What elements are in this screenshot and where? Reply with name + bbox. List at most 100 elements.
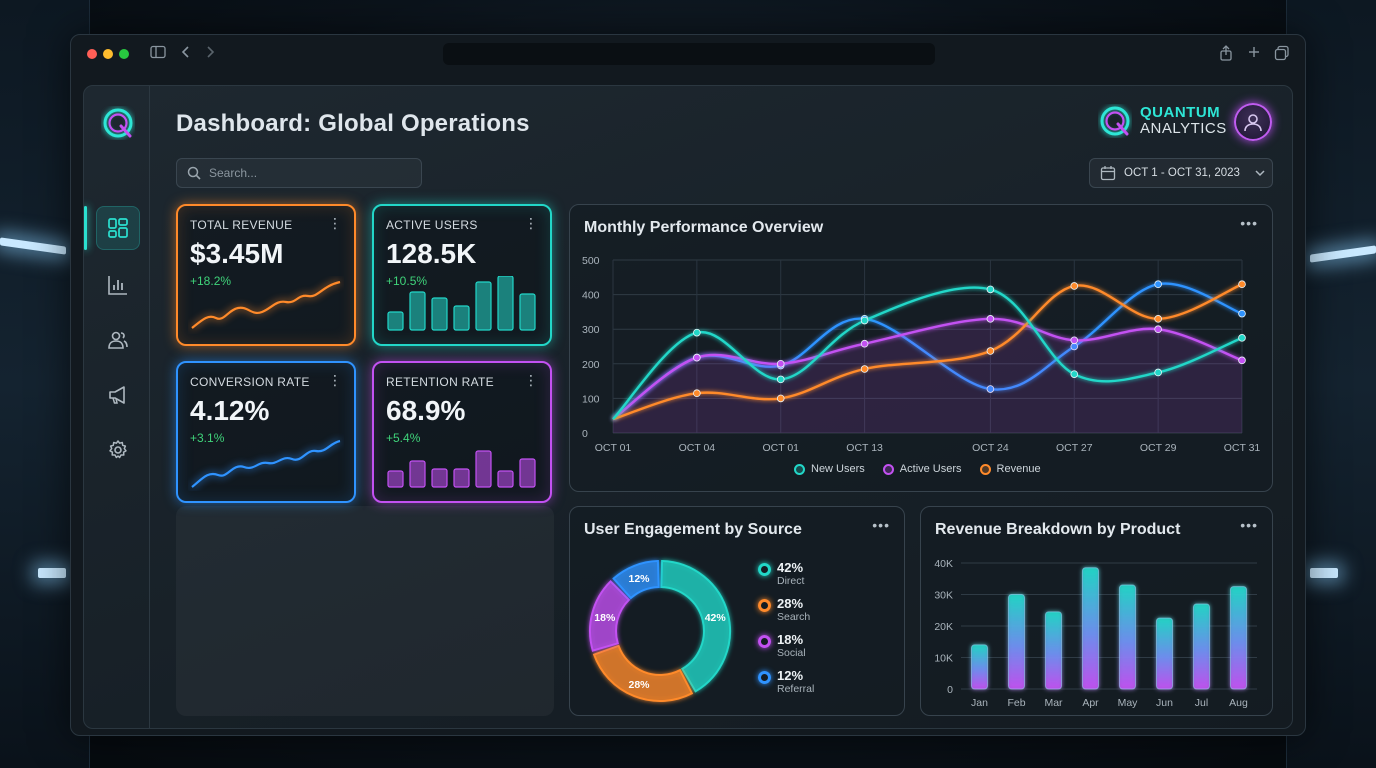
sidebar-icon[interactable] bbox=[149, 45, 167, 63]
donut-legend-item[interactable]: 12% Referral bbox=[758, 669, 814, 695]
kpi-card-retention-rate[interactable]: RETENTION RATE 68.9% +5.4% ⋮ bbox=[372, 361, 552, 503]
donut-legend-item[interactable]: 18% Social bbox=[758, 633, 814, 659]
user-avatar[interactable] bbox=[1234, 103, 1272, 141]
legend-label: Search bbox=[777, 611, 811, 623]
close-window-button[interactable] bbox=[87, 49, 97, 59]
card-title: Monthly Performance Overview bbox=[584, 219, 824, 236]
kpi-card-active-users[interactable]: ACTIVE USERS 128.5K +10.5% ⋮ bbox=[372, 204, 552, 346]
x-tick-label: Jul bbox=[1195, 697, 1208, 709]
data-point bbox=[1238, 334, 1246, 342]
bar bbox=[1008, 594, 1025, 690]
forward-icon[interactable] bbox=[201, 45, 219, 63]
date-range-picker[interactable]: OCT 1 - OCT 31, 2023 bbox=[1089, 158, 1273, 188]
data-point bbox=[986, 347, 995, 355]
sidebar-item-campaigns[interactable] bbox=[96, 373, 140, 417]
data-point bbox=[693, 389, 701, 398]
more-options-icon[interactable]: ⋮ bbox=[328, 372, 342, 388]
series-area bbox=[613, 318, 1242, 433]
kpi-delta: +10.5% bbox=[386, 274, 428, 288]
bar bbox=[1045, 611, 1062, 690]
sidebar-item-analytics[interactable] bbox=[96, 263, 140, 307]
bar bbox=[1156, 617, 1173, 690]
data-point bbox=[1070, 282, 1079, 290]
bar bbox=[1082, 567, 1099, 690]
address-bar[interactable] bbox=[443, 43, 935, 65]
legend-item-new-users[interactable]: New Users bbox=[794, 463, 865, 475]
kpi-bar-sparkline bbox=[387, 450, 536, 488]
legend-marker bbox=[758, 563, 771, 576]
x-tick-label: Feb bbox=[1007, 697, 1025, 709]
series-line bbox=[612, 317, 1243, 421]
more-options-icon[interactable]: ••• bbox=[1240, 517, 1258, 533]
sidebar-item-settings[interactable] bbox=[96, 428, 140, 472]
legend-label: Revenue bbox=[996, 463, 1041, 475]
x-tick-label: OCT 29 bbox=[1140, 442, 1177, 454]
kpi-value: 128.5K bbox=[386, 238, 477, 269]
more-options-icon[interactable]: ••• bbox=[1240, 215, 1258, 231]
legend-text: 12% Referral bbox=[777, 669, 814, 696]
minimize-window-button[interactable] bbox=[103, 49, 113, 59]
kpi-card-total-revenue[interactable]: TOTAL REVENUE $3.45M +18.2% ⋮ bbox=[176, 204, 356, 346]
y-tick-label: 20K bbox=[934, 621, 953, 633]
y-tick-label: 400 bbox=[582, 290, 600, 302]
kpi-bar-sparkline bbox=[387, 276, 536, 331]
kpi-sparkline bbox=[191, 439, 341, 488]
legend-label: Direct bbox=[777, 575, 805, 587]
bar bbox=[1230, 586, 1247, 690]
page-title: Dashboard: Global Operations bbox=[176, 110, 530, 137]
legend-item-active-users[interactable]: Active Users bbox=[882, 463, 962, 475]
empty-panel bbox=[176, 506, 554, 716]
slice-label: 42% bbox=[705, 612, 727, 624]
card-title: Revenue Breakdown by Product bbox=[935, 521, 1181, 538]
donut-legend: 42% Direct 28% Search 18% Social 12% Referral bbox=[758, 561, 814, 705]
x-tick-label: OCT 27 bbox=[1056, 442, 1093, 454]
tabs-icon[interactable] bbox=[1273, 45, 1291, 63]
legend-marker bbox=[758, 635, 771, 648]
share-icon[interactable] bbox=[1217, 45, 1235, 63]
maximize-window-button[interactable] bbox=[119, 49, 129, 59]
new-tab-icon[interactable] bbox=[1245, 45, 1263, 63]
donut-legend-item[interactable]: 28% Search bbox=[758, 597, 814, 623]
kpi-value: 68.9% bbox=[386, 395, 466, 426]
browser-window: Dashboard: Global Operations QUANTUM ANA… bbox=[70, 34, 1306, 736]
brand-name: QUANTUM ANALYTICS bbox=[1140, 105, 1227, 137]
bar bbox=[971, 644, 988, 690]
x-tick-label: Jun bbox=[1156, 697, 1173, 709]
data-point bbox=[693, 353, 701, 362]
back-icon[interactable] bbox=[177, 45, 195, 63]
y-tick-label: 100 bbox=[582, 393, 600, 405]
data-point bbox=[776, 360, 785, 368]
y-tick-label: 40K bbox=[934, 558, 953, 570]
donut-legend-item[interactable]: 42% Direct bbox=[758, 561, 814, 587]
data-point bbox=[693, 328, 701, 337]
search-input[interactable] bbox=[209, 166, 409, 180]
kpi-title: RETENTION RATE bbox=[386, 375, 494, 389]
more-options-icon[interactable]: ⋮ bbox=[328, 215, 342, 231]
search-icon bbox=[187, 166, 201, 180]
search-box[interactable] bbox=[176, 158, 422, 188]
legend-marker bbox=[758, 671, 771, 684]
more-options-icon[interactable]: ⋮ bbox=[524, 372, 538, 388]
megaphone-icon bbox=[109, 386, 125, 404]
kpi-value: 4.12% bbox=[190, 395, 270, 426]
legend-item-revenue[interactable]: Revenue bbox=[979, 463, 1041, 475]
data-point bbox=[860, 365, 869, 373]
revenue-breakdown-card: Revenue Breakdown by Product ••• 0 10K 20K… bbox=[920, 506, 1273, 716]
data-point bbox=[1154, 315, 1162, 323]
legend-marker bbox=[979, 463, 991, 475]
quantum-logo-icon[interactable] bbox=[101, 106, 135, 140]
x-tick-label: Mar bbox=[1044, 697, 1063, 709]
more-options-icon[interactable]: ⋮ bbox=[524, 215, 538, 231]
y-tick-label: 0 bbox=[582, 428, 588, 440]
sidebar-item-dashboard[interactable] bbox=[96, 206, 140, 250]
x-tick-label: OCT 01 bbox=[762, 442, 799, 454]
data-point bbox=[1238, 280, 1246, 289]
sidebar-item-users[interactable] bbox=[96, 318, 140, 362]
user-engagement-card: User Engagement by Source ••• 42% 28% 18% 1… bbox=[569, 506, 905, 716]
legend-label: Social bbox=[777, 647, 806, 659]
dashboard-app: Dashboard: Global Operations QUANTUM ANA… bbox=[83, 85, 1293, 729]
legend-percent: 18% bbox=[777, 632, 804, 647]
card-title: User Engagement by Source bbox=[584, 521, 802, 538]
more-options-icon[interactable]: ••• bbox=[872, 517, 890, 533]
kpi-card-conversion-rate[interactable]: CONVERSION RATE 4.12% +3.1% ⋮ bbox=[176, 361, 356, 503]
